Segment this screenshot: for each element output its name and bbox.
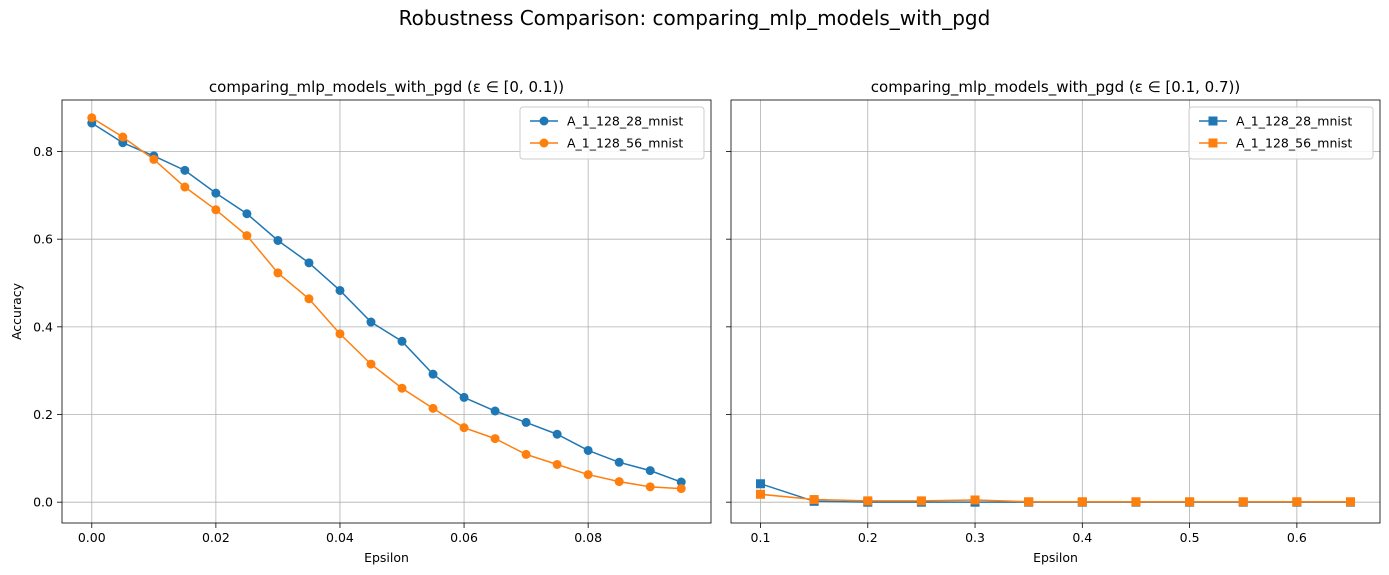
left-series-2-point: [242, 231, 252, 241]
left-axes-frame: [61, 99, 712, 524]
right-legend-item: A_1_128_28_mnist: [1199, 114, 1352, 129]
right-series-2-point: [970, 495, 980, 505]
right-axes-frame: [730, 99, 1381, 524]
left-series-1-point: [242, 209, 252, 219]
right-chart-title: comparing_mlp_models_with_pgd (ε ∈ [0.1,…: [871, 78, 1240, 97]
left-series-1-point: [459, 392, 469, 402]
right-series-1-point: [756, 479, 765, 489]
left-series-1-point: [490, 406, 500, 416]
left-y-tick-label: 0.0: [33, 495, 53, 510]
left-legend-label: A_1_128_28_mnist: [567, 114, 683, 129]
left-series-1-point: [273, 235, 283, 245]
left-series-1-point: [211, 188, 221, 198]
right-series-2-point: [916, 496, 926, 506]
right-series-2-point: [1185, 497, 1195, 507]
right-series-2-point: [1292, 497, 1302, 507]
right-x-tick-label: 0.1: [751, 530, 771, 545]
left-x-tick-label: 0.02: [202, 530, 230, 545]
left-series-2-point: [645, 482, 655, 492]
left-series-1-point: [304, 258, 314, 268]
left-series-2-point: [676, 484, 686, 494]
left-series-2-point: [87, 113, 97, 123]
left-legend-label: A_1_128_56_mnist: [567, 136, 683, 151]
left-series-2-point: [459, 423, 469, 433]
left-series-2-point: [397, 383, 407, 393]
left-series-2-point: [304, 294, 314, 304]
left-series-1-point: [521, 417, 531, 427]
left-series-1-point: [552, 429, 562, 439]
left-chart-title: comparing_mlp_models_with_pgd (ε ∈ [0, 0…: [209, 78, 564, 97]
left-series-1-point: [180, 165, 190, 175]
left-series-2-point: [552, 459, 562, 469]
right-legend-marker: [1208, 138, 1218, 148]
left-x-tick-label: 0.00: [78, 530, 106, 545]
left-series-2-point: [366, 359, 376, 369]
left-legend-box: [519, 106, 705, 160]
left-series-2-point: [428, 403, 438, 413]
right-legend-label: A_1_128_56_mnist: [1236, 136, 1352, 151]
left-y-tick-label: 0.6: [33, 232, 53, 247]
left-y-tick-label: 0.8: [33, 144, 53, 159]
left-x-axis-label: Epsilon: [364, 550, 409, 565]
left-series-1-point: [366, 317, 376, 327]
right-series-2-point: [756, 489, 765, 499]
left-legend: A_1_128_28_mnist A_1_128_56_mnist: [519, 106, 705, 160]
right-legend-marker: [1208, 116, 1218, 126]
left-series-2-point: [118, 132, 128, 142]
left-series-2-point: [521, 449, 531, 459]
right-series-2-point: [1131, 497, 1141, 507]
left-legend-item: A_1_128_28_mnist: [530, 114, 683, 129]
right-x-tick-label: 0.5: [1180, 530, 1200, 545]
left-x-tick-label: 0.08: [574, 530, 602, 545]
right-legend-box: [1188, 106, 1374, 160]
left-y-tick-label: 0.4: [33, 319, 53, 334]
left-series-2-point: [149, 154, 159, 164]
right-series-2-point: [1346, 497, 1355, 507]
left-series-1-point: [583, 445, 593, 455]
right-x-tick-label: 0.6: [1287, 530, 1307, 545]
left-series-2-point: [614, 477, 624, 487]
right-legend-label: A_1_128_28_mnist: [1236, 114, 1352, 129]
left-series-2-point: [335, 329, 345, 339]
right-series-2-point: [1024, 497, 1034, 507]
left-y-axis-label: Accuracy: [9, 282, 24, 340]
left-series-2-point: [211, 205, 221, 215]
left-series-2-point: [180, 182, 190, 192]
right-legend: A_1_128_28_mnist A_1_128_56_mnist: [1188, 106, 1374, 160]
right-plot-area: [731, 100, 1380, 523]
left-chart: 0.00 0.02 0.04 0.06 0.08 0.0 0.2 0.4 0.6 0.8 compa…: [9, 78, 712, 565]
left-series-1-point: [335, 285, 345, 295]
left-series-1-point: [614, 457, 624, 467]
left-x-tick-label: 0.06: [450, 530, 478, 545]
left-legend-marker: [539, 138, 549, 148]
left-plot-area: [62, 100, 711, 523]
right-x-axis-label: Epsilon: [1033, 550, 1078, 565]
right-chart: 0.1 0.2 0.3 0.4 0.5 0.6 comparing_mlp_models_w…: [726, 78, 1381, 565]
left-y-tick-label: 0.2: [33, 407, 53, 422]
right-x-tick-label: 0.4: [1072, 530, 1092, 545]
left-series-1-line: [91, 122, 682, 483]
right-legend-item: A_1_128_56_mnist: [1199, 136, 1352, 151]
right-series-2-point: [1077, 497, 1087, 507]
left-series-2-point: [273, 268, 283, 278]
right-series-2-point: [1238, 497, 1248, 507]
left-series-1-point: [645, 466, 655, 476]
left-series-2-point: [583, 470, 593, 480]
left-legend-item: A_1_128_56_mnist: [530, 136, 683, 151]
left-x-tick-label: 0.04: [326, 530, 354, 545]
left-series-1-point: [397, 336, 407, 346]
left-legend-marker: [539, 116, 549, 126]
right-x-tick-label: 0.2: [858, 530, 878, 545]
right-series-2-point: [863, 496, 873, 506]
left-series-1-point: [428, 369, 438, 379]
right-series-2-point: [809, 495, 819, 505]
right-series-2-line: [760, 493, 1351, 503]
left-series-2-point: [490, 434, 500, 444]
left-series-1-point: [676, 477, 686, 487]
right-x-tick-label: 0.3: [965, 530, 985, 545]
figure-title: Robustness Comparison: comparing_mlp_mod…: [399, 6, 991, 30]
left-series-2-line: [91, 117, 682, 490]
